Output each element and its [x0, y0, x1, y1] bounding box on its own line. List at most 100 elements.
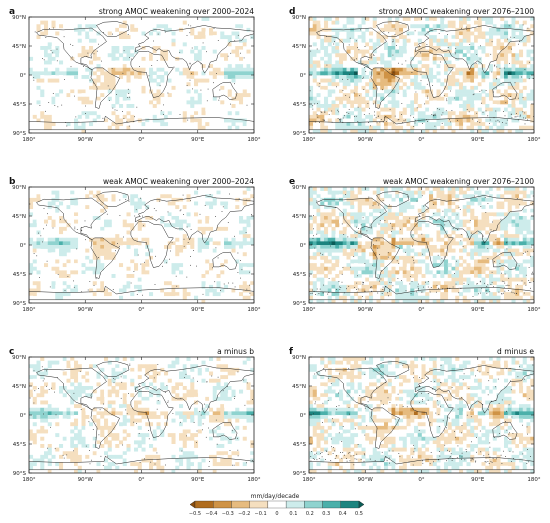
- lon-tick-label: 180°: [302, 477, 315, 483]
- lon-tick-label: 0°: [418, 477, 424, 483]
- lat-tick-label: 0°: [300, 73, 306, 79]
- lat-tick-label: 45°N: [12, 44, 26, 50]
- precip-trend-field: [29, 357, 254, 473]
- colorbar-swatch: [249, 500, 269, 509]
- colorbar-tick-label: 0: [275, 511, 278, 517]
- lon-tick-label: 90°W: [78, 307, 94, 313]
- colorbar-tick-label: 0.4: [339, 511, 347, 517]
- colorbar-tick-label: −0.1: [255, 511, 267, 517]
- significance-stipple: [309, 24, 534, 127]
- precip-trend-field: [29, 17, 254, 133]
- precip-trend-field: [309, 17, 534, 133]
- lon-tick-label: 180°: [22, 137, 35, 143]
- colorbar-tick-label: −0.5: [189, 511, 201, 517]
- colorbar-swatch: [340, 500, 360, 509]
- lon-tick-label: 90°E: [471, 307, 485, 313]
- lon-tick-label: 180°: [527, 307, 540, 313]
- coastlines: [29, 191, 254, 301]
- lon-tick-label: 90°E: [191, 307, 205, 313]
- colorbar-tick-label: 0.1: [289, 511, 297, 517]
- panel-letter: e: [289, 177, 295, 187]
- lon-tick-label: 180°: [22, 477, 35, 483]
- lat-tick-label: 0°: [20, 243, 26, 249]
- lat-tick-label: 90°S: [13, 131, 27, 137]
- panel-title: weak AMOC weakening over 2076–2100: [383, 177, 534, 186]
- significance-stipple: [29, 363, 254, 467]
- lat-tick-label: 0°: [300, 243, 306, 249]
- precip-trend-field: [309, 357, 534, 473]
- lat-tick-label: 45°N: [12, 214, 26, 220]
- lat-tick-label: 90°S: [13, 471, 27, 477]
- colorbar-swatch: [231, 500, 250, 509]
- lat-tick-label: 45°S: [13, 442, 27, 448]
- panel-title: weak AMOC weakening over 2000–2024: [103, 177, 254, 186]
- panel-letter: d: [289, 7, 295, 17]
- colorbar-tick-label: 0.2: [306, 511, 314, 517]
- coastlines: [29, 361, 254, 471]
- lat-tick-label: 45°S: [13, 102, 27, 108]
- colorbar-tick-label: −0.3: [222, 511, 234, 517]
- lon-tick-label: 90°W: [78, 137, 94, 143]
- lon-tick-label: 90°E: [471, 137, 485, 143]
- lon-tick-label: 0°: [138, 137, 144, 143]
- colorbar-tick-label: −0.2: [238, 511, 250, 517]
- lat-tick-label: 0°: [20, 73, 26, 79]
- panel-title: d minus e: [497, 347, 534, 356]
- lon-tick-label: 90°E: [191, 137, 205, 143]
- panel-title: strong AMOC weakening over 2076–2100: [379, 7, 534, 16]
- lon-tick-label: 90°E: [191, 477, 205, 483]
- lon-tick-label: 90°W: [358, 477, 374, 483]
- significance-stipple: [309, 194, 534, 297]
- colorbar-label: mm/day/decade: [251, 493, 300, 500]
- lat-tick-label: 90°N: [292, 185, 306, 191]
- lon-tick-label: 90°W: [78, 477, 94, 483]
- colorbar-tick-label: 0.3: [322, 511, 330, 517]
- colorbar-swatch: [194, 500, 214, 509]
- lat-tick-label: 90°N: [292, 15, 306, 21]
- lon-tick-label: 0°: [138, 477, 144, 483]
- colorbar-swatch: [304, 500, 323, 509]
- lat-tick-label: 45°S: [293, 102, 307, 108]
- panel-title: a minus b: [217, 347, 254, 356]
- panel-letter: f: [289, 347, 293, 357]
- precip-trend-field: [29, 187, 254, 303]
- panel-letter: c: [9, 347, 14, 357]
- lat-tick-label: 45°N: [292, 214, 306, 220]
- lat-tick-label: 45°S: [293, 272, 307, 278]
- lat-tick-label: 90°N: [12, 355, 26, 361]
- colorbar-swatch: [267, 500, 287, 509]
- coastlines: [309, 361, 534, 471]
- colorbar-tick-label: −0.4: [205, 511, 217, 517]
- coastlines: [29, 21, 254, 131]
- colorbar-min-extend: [189, 500, 196, 509]
- lon-tick-label: 180°: [247, 477, 260, 483]
- lat-tick-label: 45°N: [292, 384, 306, 390]
- lon-tick-label: 90°W: [358, 137, 374, 143]
- colorbar-tick-label: 0.5: [355, 511, 363, 517]
- colorbar: mm/day/decade −0.5 −0.4 −0.3 −0.2 −0.1 0 0.1 0.…: [189, 493, 365, 517]
- lat-tick-label: 90°S: [293, 131, 307, 137]
- lat-tick-label: 90°N: [12, 185, 26, 191]
- lat-tick-label: 90°N: [12, 15, 26, 21]
- lon-tick-label: 0°: [418, 137, 424, 143]
- colorbar-max-extend: [358, 500, 365, 509]
- lon-tick-label: 0°: [138, 307, 144, 313]
- lon-tick-label: 180°: [302, 307, 315, 313]
- precip-trend-field: [309, 187, 534, 303]
- lat-tick-label: 0°: [20, 413, 26, 419]
- lon-tick-label: 180°: [247, 137, 260, 143]
- lon-tick-label: 180°: [527, 137, 540, 143]
- lon-tick-label: 90°E: [471, 477, 485, 483]
- panel-title: strong AMOC weakening over 2000–2024: [99, 7, 254, 16]
- lat-tick-label: 90°N: [292, 355, 306, 361]
- panel-letter: a: [9, 7, 15, 17]
- coastlines: [309, 21, 534, 131]
- lon-tick-label: 0°: [418, 307, 424, 313]
- colorbar-swatch: [213, 500, 232, 509]
- lat-tick-label: 45°N: [12, 384, 26, 390]
